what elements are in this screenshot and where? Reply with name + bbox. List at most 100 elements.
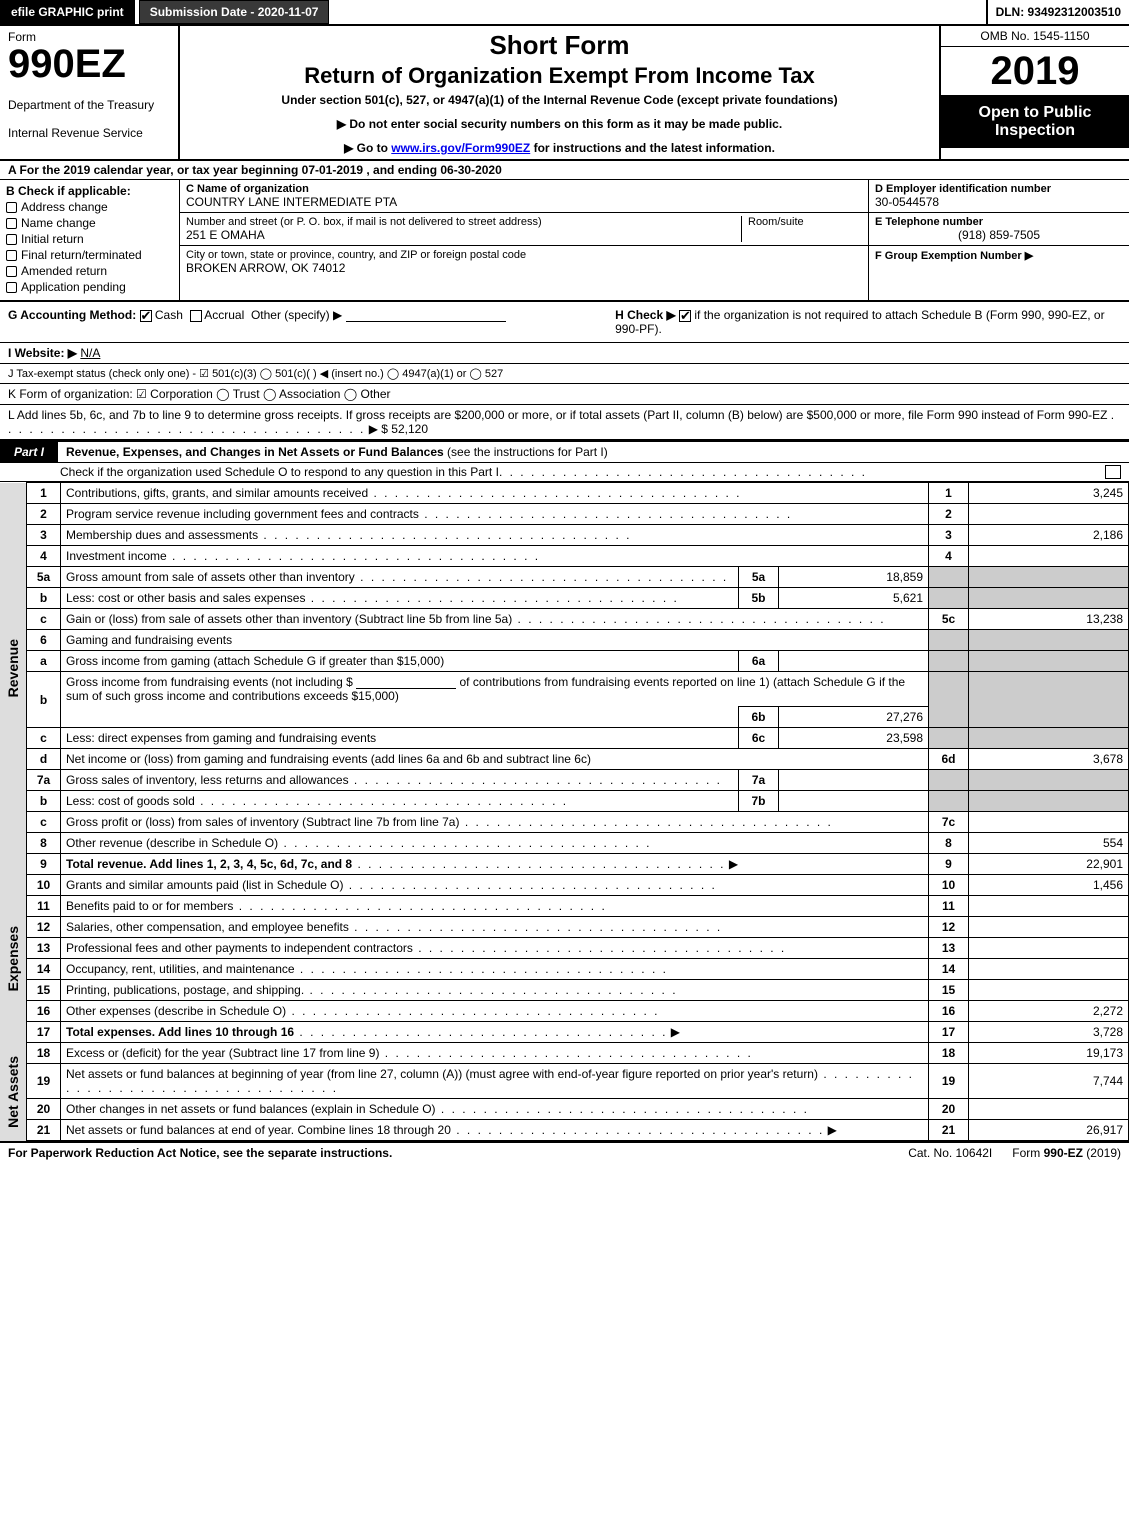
chk-address-change[interactable]: Address change (6, 200, 173, 214)
l6b-idx-grey (929, 672, 969, 728)
l7a-sa (779, 770, 929, 791)
l10-desc: Grants and similar amounts paid (list in… (66, 878, 343, 892)
chk-accrual[interactable] (190, 310, 202, 322)
l13-amt (969, 938, 1129, 959)
line-18: Net Assets 18 Excess or (deficit) for th… (0, 1043, 1129, 1064)
l6c-amt-grey (969, 728, 1129, 749)
l1-desc: Contributions, gifts, grants, and simila… (66, 486, 368, 500)
return-title: Return of Organization Exempt From Incom… (188, 63, 931, 89)
under-section: Under section 501(c), 527, or 4947(a)(1)… (188, 93, 931, 107)
year-20: 20 (991, 49, 1036, 93)
part1-title-paren: (see the instructions for Part I) (447, 445, 608, 459)
l7a-amt-grey (969, 770, 1129, 791)
l6-num: 6 (27, 630, 61, 651)
street-label: Number and street (or P. O. box, if mail… (186, 216, 735, 228)
l5b-amt-grey (969, 588, 1129, 609)
line-21: 21 Net assets or fund balances at end of… (0, 1120, 1129, 1141)
part1-header: Part I Revenue, Expenses, and Changes in… (0, 440, 1129, 463)
l14-idx: 14 (929, 959, 969, 980)
row-a-tax-year: A For the 2019 calendar year, or tax yea… (0, 161, 1129, 180)
l15-num: 15 (27, 980, 61, 1001)
form-header: Form 990EZ Department of the Treasury In… (0, 26, 1129, 161)
l4-desc: Investment income (66, 549, 167, 563)
ein-cell: D Employer identification number 30-0544… (869, 180, 1129, 213)
chk-name-change[interactable]: Name change (6, 216, 173, 230)
l7b-si: 7b (739, 791, 779, 812)
header-middle: Short Form Return of Organization Exempt… (180, 26, 939, 159)
line-12: 12 Salaries, other compensation, and emp… (0, 917, 1129, 938)
line-16: 16 Other expenses (describe in Schedule … (0, 1001, 1129, 1022)
l3-num: 3 (27, 525, 61, 546)
l14-num: 14 (27, 959, 61, 980)
irs-link[interactable]: www.irs.gov/Form990EZ (391, 141, 530, 155)
l6b-sa: 27,276 (779, 707, 929, 728)
l15-desc: Printing, publications, postage, and shi… (66, 983, 304, 997)
chk-app-label: Application pending (21, 280, 126, 294)
l18-amt: 19,173 (969, 1043, 1129, 1064)
chk-final-return[interactable]: Final return/terminated (6, 248, 173, 262)
l14-amt (969, 959, 1129, 980)
l6d-num: d (27, 749, 61, 770)
l6a-desc: Gross income from gaming (attach Schedul… (61, 651, 739, 672)
l3-desc: Membership dues and assessments (66, 528, 258, 542)
efile-print-button[interactable]: efile GRAPHIC print (0, 0, 135, 24)
l5a-si: 5a (739, 567, 779, 588)
goto-pre: ▶ Go to (344, 141, 391, 155)
l5b-desc: Less: cost or other basis and sales expe… (66, 591, 305, 605)
phone-value: (918) 859-7505 (875, 228, 1123, 242)
l10-idx: 10 (929, 875, 969, 896)
side-netassets-label: Net Assets (5, 1056, 21, 1128)
l4-amt (969, 546, 1129, 567)
header-left: Form 990EZ Department of the Treasury In… (0, 26, 180, 159)
l7c-idx: 7c (929, 812, 969, 833)
l6b-si: 6b (739, 707, 779, 728)
l7b-amt-grey (969, 791, 1129, 812)
l20-desc: Other changes in net assets or fund bala… (66, 1102, 436, 1116)
l9-num: 9 (27, 854, 61, 875)
chk-schedule-b[interactable] (679, 310, 691, 322)
short-form-title: Short Form (188, 30, 931, 61)
l11-idx: 11 (929, 896, 969, 917)
group-exempt-cell: F Group Exemption Number ▶ (869, 246, 1129, 265)
chk-initial-return[interactable]: Initial return (6, 232, 173, 246)
side-expenses: Expenses (0, 875, 27, 1043)
line-20: 20 Other changes in net assets or fund b… (0, 1099, 1129, 1120)
l5a-amt-grey (969, 567, 1129, 588)
l7b-idx-grey (929, 791, 969, 812)
line-15: 15 Printing, publications, postage, and … (0, 980, 1129, 1001)
l6d-amt: 3,678 (969, 749, 1129, 770)
l6b-blank[interactable] (356, 675, 456, 689)
l18-idx: 18 (929, 1043, 969, 1064)
line-6d: d Net income or (loss) from gaming and f… (0, 749, 1129, 770)
chk-application-pending[interactable]: Application pending (6, 280, 173, 294)
check-schedule-o[interactable] (1105, 465, 1121, 479)
other-specify-input[interactable] (346, 308, 506, 322)
l-gross-receipts-row: L Add lines 5b, 6c, and 7b to line 9 to … (0, 405, 1129, 440)
l1-idx: 1 (929, 483, 969, 504)
l11-num: 11 (27, 896, 61, 917)
chk-cash[interactable] (140, 310, 152, 322)
omb-number: OMB No. 1545-1150 (941, 26, 1129, 47)
part1-table: Revenue 1 Contributions, gifts, grants, … (0, 482, 1129, 1141)
l5b-sa: 5,621 (779, 588, 929, 609)
other-label: Other (specify) ▶ (251, 308, 342, 322)
l9-idx: 9 (929, 854, 969, 875)
l6c-num: c (27, 728, 61, 749)
l17-idx: 17 (929, 1022, 969, 1043)
submission-date-label: Submission Date - 2020-11-07 (139, 0, 330, 24)
ssn-warning: ▶ Do not enter social security numbers o… (188, 117, 931, 131)
line-10: Expenses 10 Grants and similar amounts p… (0, 875, 1129, 896)
l5c-desc: Gain or (loss) from sale of assets other… (66, 612, 512, 626)
l11-amt (969, 896, 1129, 917)
l8-amt: 554 (969, 833, 1129, 854)
line-6a: a Gross income from gaming (attach Sched… (0, 651, 1129, 672)
l13-idx: 13 (929, 938, 969, 959)
chk-amend-label: Amended return (21, 264, 107, 278)
chk-amended-return[interactable]: Amended return (6, 264, 173, 278)
accounting-method: G Accounting Method: Cash Accrual Other … (8, 308, 615, 322)
line-7b: b Less: cost of goods sold 7b (0, 791, 1129, 812)
goto-post: for instructions and the latest informat… (530, 141, 775, 155)
l1-amt: 3,245 (969, 483, 1129, 504)
l7b-desc: Less: cost of goods sold (66, 794, 195, 808)
l7a-desc: Gross sales of inventory, less returns a… (66, 773, 349, 787)
